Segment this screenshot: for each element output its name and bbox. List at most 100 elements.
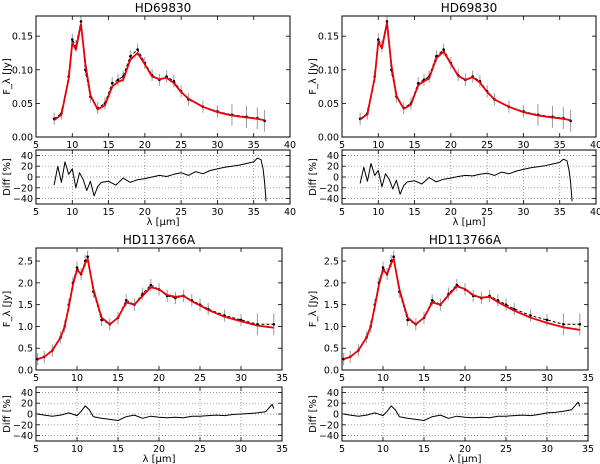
axes-frame <box>341 149 597 205</box>
x-axis-label: λ [μm] <box>452 217 485 228</box>
x-tick-label: 30 <box>541 373 553 384</box>
y-tick-label: 0.00 <box>12 133 33 144</box>
x-tick-label: 5 <box>339 140 345 151</box>
x-tick-label: 30 <box>517 140 529 151</box>
x-tick-label: 5 <box>33 444 39 455</box>
x-tick-label: 15 <box>409 140 421 151</box>
panel-title: HD69830 <box>135 1 191 15</box>
y-tick-label: 0 <box>333 410 339 421</box>
x-tick-label: 20 <box>459 444 471 455</box>
x-tick-label: 35 <box>248 207 260 218</box>
axes-frame <box>35 386 283 442</box>
y-tick-label: 2.0 <box>18 278 33 289</box>
data-point <box>116 78 120 82</box>
y-tick-label: 0 <box>333 173 339 184</box>
x-tick-label: 30 <box>235 444 247 455</box>
data-point <box>136 48 139 51</box>
x-tick-label: 30 <box>211 140 223 151</box>
x-tick-label: 10 <box>71 444 83 455</box>
x-axis-label: λ [μm] <box>448 454 481 464</box>
panel-3: 5 10 15 20 25 30 35 40 0.00 0.05 0.10 0.15 HD69830 F_… <box>308 1 600 151</box>
y-tick-label: 0.15 <box>12 32 33 43</box>
y-tick-label: 20 <box>21 162 33 173</box>
series-model-line <box>53 23 265 122</box>
x-tick-label: 15 <box>409 207 421 218</box>
y-axis-label: Diff [%] <box>2 395 13 433</box>
x-tick-label: 25 <box>175 207 187 218</box>
y-tick-label: 2.5 <box>18 257 33 268</box>
data-point <box>545 318 549 322</box>
x-tick-label: 40 <box>590 140 600 151</box>
x-tick-label: 5 <box>33 140 39 151</box>
x-axis-label: λ [μm] <box>142 454 175 464</box>
x-tick-label: 30 <box>235 373 247 384</box>
y-tick-label: 0.5 <box>18 344 33 355</box>
data-point <box>75 266 79 269</box>
y-tick-label: 0.15 <box>318 32 339 43</box>
x-tick-label: 10 <box>372 140 384 151</box>
x-tick-label: 35 <box>554 207 566 218</box>
y-tick-label: −40 <box>319 194 339 205</box>
y-tick-label: 2.5 <box>324 257 339 268</box>
data-point <box>110 81 114 85</box>
panel-7: 5 10 15 20 25 30 35 0.0 0.5 1.0 1.5 2.0 2.5 HD113766A… <box>308 233 594 384</box>
y-tick-label: 40 <box>21 151 33 162</box>
y-tick-label: 20 <box>21 399 33 410</box>
data-point <box>124 298 128 302</box>
series-model-line <box>37 258 274 360</box>
y-tick-label: 20 <box>327 162 339 173</box>
y-tick-label: 2.0 <box>324 278 339 289</box>
x-tick-label: 15 <box>103 140 115 151</box>
y-axis-label: F_λ [Jy] <box>2 291 13 328</box>
panel-1: 5 10 15 20 25 30 35 40 0.00 0.05 0.10 0.15 HD69830 F_… <box>2 1 296 151</box>
y-tick-label: −40 <box>13 194 33 205</box>
x-tick-label: 30 <box>541 444 553 455</box>
y-tick-label: −20 <box>13 183 33 194</box>
data-point <box>392 255 395 259</box>
y-tick-label: 20 <box>327 399 339 410</box>
y-tick-label: 0.0 <box>324 366 339 377</box>
y-axis-label: Diff [%] <box>308 395 319 433</box>
x-tick-label: 20 <box>445 207 457 218</box>
x-tick-label: 35 <box>554 140 566 151</box>
data-point <box>79 20 83 23</box>
x-tick-label: 20 <box>139 140 151 151</box>
panel-title: HD113766A <box>123 233 196 247</box>
y-tick-label: −20 <box>13 420 33 431</box>
series-observed-line <box>37 256 274 360</box>
x-tick-label: 20 <box>445 140 457 151</box>
x-tick-label: 35 <box>582 373 594 384</box>
x-tick-label: 10 <box>377 444 389 455</box>
data-point <box>129 55 132 58</box>
y-tick-label: 0 <box>27 410 33 421</box>
y-tick-label: −40 <box>319 431 339 442</box>
x-tick-label: 10 <box>66 140 78 151</box>
x-tick-label: 20 <box>153 444 165 455</box>
data-point <box>529 314 532 317</box>
data-point <box>385 20 389 23</box>
y-axis-label: Diff [%] <box>2 158 13 196</box>
y-tick-label: 1.5 <box>324 300 339 311</box>
y-tick-label: −20 <box>319 183 339 194</box>
y-tick-label: 0.10 <box>12 65 33 76</box>
x-tick-label: 15 <box>418 373 430 384</box>
axes-frame <box>341 247 589 371</box>
axes-frame <box>35 247 283 371</box>
x-tick-label: 25 <box>481 207 493 218</box>
data-point <box>430 298 434 302</box>
x-tick-label: 30 <box>517 207 529 218</box>
x-tick-label: 35 <box>276 444 288 455</box>
y-axis-label: F_λ [Jy] <box>308 58 319 95</box>
x-tick-label: 40 <box>590 207 600 218</box>
x-tick-label: 10 <box>377 373 389 384</box>
y-axis-label: F_λ [Jy] <box>2 58 13 95</box>
data-point <box>442 48 445 51</box>
panel-title: HD69830 <box>441 1 497 15</box>
x-tick-label: 5 <box>33 207 39 218</box>
x-tick-label: 10 <box>372 207 384 218</box>
axes-frame <box>35 149 291 205</box>
